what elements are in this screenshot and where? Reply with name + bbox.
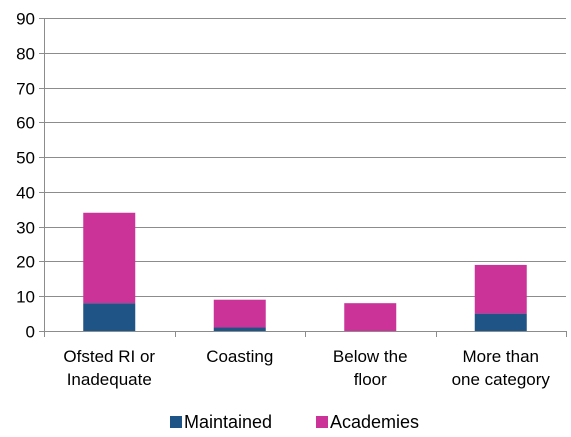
x-category-label: one category	[452, 370, 551, 389]
x-category-label: More than	[462, 347, 539, 366]
y-tick-label: 90	[16, 10, 35, 29]
legend: Maintained Academies	[170, 412, 419, 432]
y-tick-label: 40	[16, 184, 35, 203]
y-tick-label: 70	[16, 80, 35, 99]
x-category-label: Inadequate	[67, 370, 152, 389]
x-category-label: floor	[354, 370, 387, 389]
x-category-labels: Ofsted RI or Inadequate Coasting Below the f…	[63, 347, 550, 389]
y-tick-label: 80	[16, 45, 35, 64]
y-tick-label: 20	[16, 253, 35, 272]
x-category-label: Ofsted RI or	[63, 347, 155, 366]
bar-academies-2	[344, 303, 397, 331]
x-category-label: Coasting	[206, 347, 273, 366]
y-tick-label: 0	[26, 323, 35, 342]
y-tick-label: 10	[16, 288, 35, 307]
bar-maintained-0	[83, 303, 136, 331]
y-tick-label: 60	[16, 114, 35, 133]
bar-academies-0	[83, 212, 136, 304]
x-category-label: Below the	[333, 347, 408, 366]
axes	[39, 18, 567, 337]
y-tick-label: 50	[16, 149, 35, 168]
legend-swatch-academies	[316, 416, 328, 428]
bar-academies-3	[474, 264, 527, 314]
y-tick-labels: 0 10 20 30 40 50 60 70 80 90	[16, 10, 35, 342]
bar-maintained-1	[213, 327, 266, 331]
y-tick-label: 30	[16, 219, 35, 238]
bar-academies-1	[213, 299, 266, 328]
legend-swatch-maintained	[170, 416, 182, 428]
legend-label-maintained: Maintained	[184, 412, 272, 432]
bar-maintained-3	[474, 313, 527, 331]
bars	[83, 212, 527, 331]
legend-label-academies: Academies	[330, 412, 419, 432]
